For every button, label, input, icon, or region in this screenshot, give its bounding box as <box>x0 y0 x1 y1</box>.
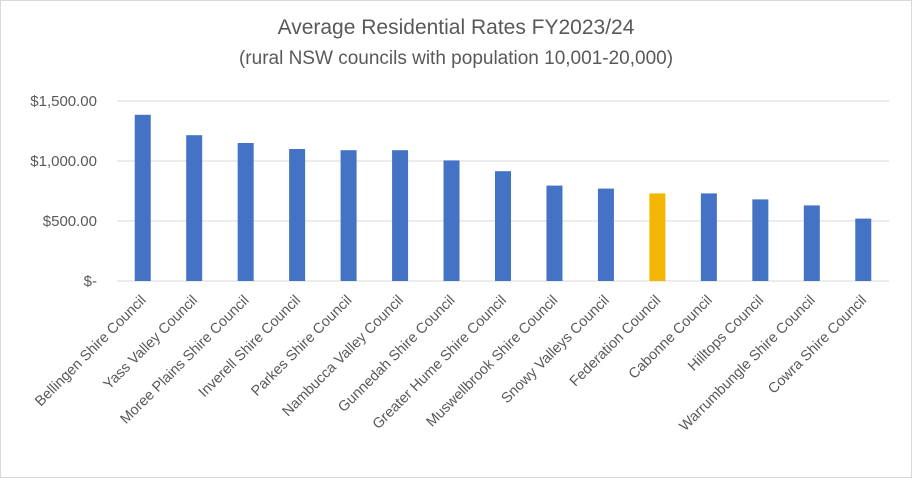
x-category-label: Cowra Shire Council <box>765 293 870 398</box>
bar <box>855 218 872 281</box>
bar <box>495 171 511 281</box>
bar <box>700 193 717 281</box>
bar <box>752 199 769 281</box>
y-tick-label: $500.00 <box>43 213 97 230</box>
bar <box>340 150 357 281</box>
bar <box>649 193 666 281</box>
chart-title: Average Residential Rates FY2023/24 <box>277 16 635 39</box>
bar <box>186 135 203 281</box>
x-category-label: Parkes Shire Council <box>248 293 355 400</box>
x-category-label: Inverell Shire Council <box>196 293 304 401</box>
y-tick-label: $1,500.00 <box>30 93 97 110</box>
y-tick-label: $- <box>84 273 97 290</box>
bar <box>597 188 614 281</box>
bar <box>237 143 254 281</box>
bar <box>289 149 306 281</box>
bar <box>546 185 563 281</box>
bar <box>443 160 460 281</box>
bar <box>392 150 409 281</box>
x-category-label: Federation Council <box>567 293 664 390</box>
chart-subtitle: (rural NSW councils with population 10,0… <box>238 48 674 69</box>
bar <box>134 114 151 281</box>
bar <box>803 205 820 281</box>
y-tick-label: $1,000.00 <box>30 153 97 170</box>
x-category-label: Yass Valley Council <box>101 293 201 393</box>
